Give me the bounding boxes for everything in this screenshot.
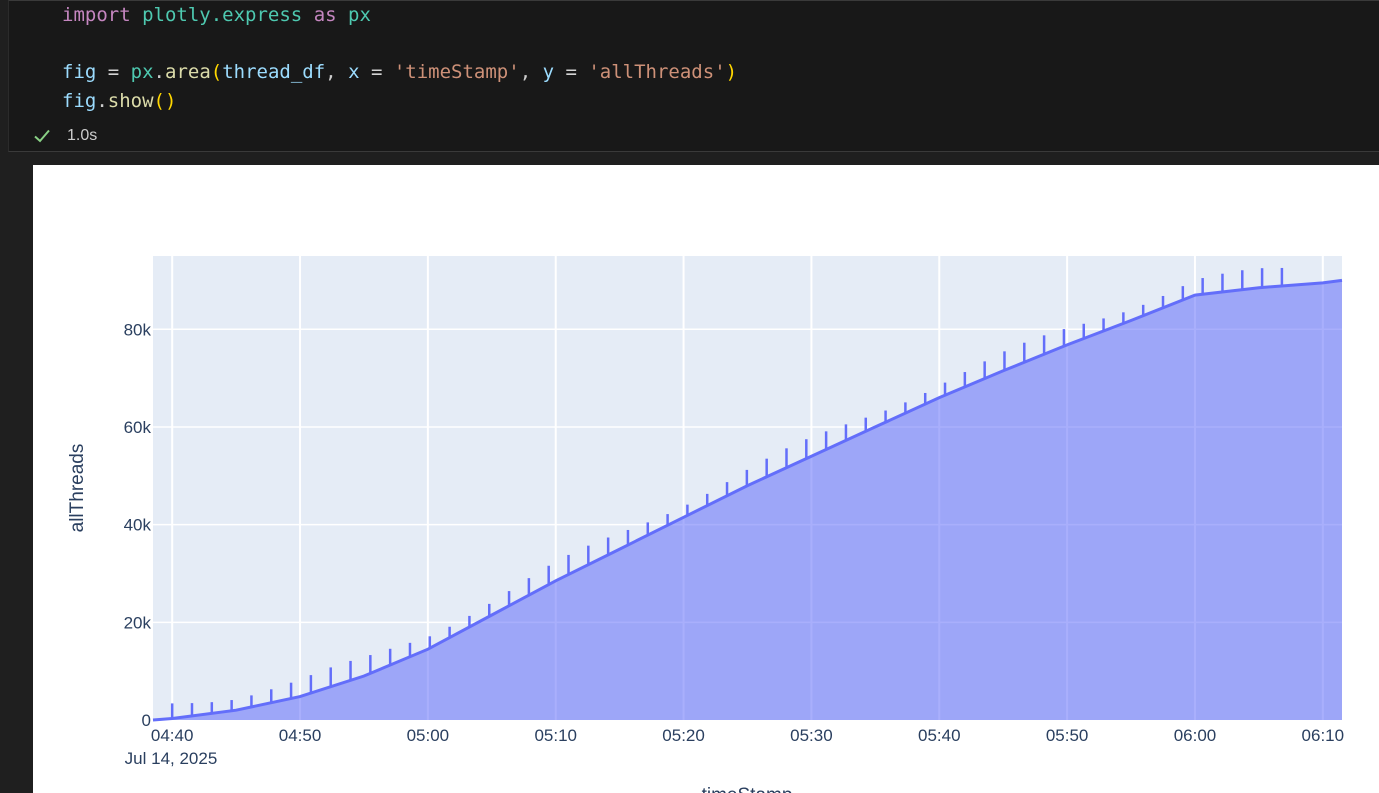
code-line-3[interactable]: fig.show() — [62, 90, 177, 112]
keyword-as: as — [313, 4, 337, 26]
gutter-marker — [0, 20, 3, 30]
y-tick-label: 0 — [142, 711, 151, 730]
y-tick-labels: 0 20k 40k 60k 80k — [124, 320, 152, 730]
spikes-group — [170, 267, 1284, 719]
function-area: area — [165, 61, 211, 83]
code-cell[interactable]: import plotly.express as px fig = px.are… — [8, 0, 1379, 152]
execution-time: 1.0s — [67, 127, 98, 144]
x-axis-title: timeStamp — [702, 785, 793, 793]
area-chart[interactable]: 04:40 04:50 05:00 05:10 05:20 05:30 05:40 05:50… — [33, 165, 1379, 793]
module-name: plotly.express — [142, 4, 303, 26]
module-ref: px — [130, 61, 154, 83]
string-x: 'timeStamp' — [393, 61, 520, 83]
arg-dataframe: thread_df — [222, 61, 326, 83]
function-show: show — [107, 90, 154, 112]
x-tick-label: 05:00 — [407, 726, 450, 745]
keyword-import: import — [62, 4, 131, 26]
module-alias: px — [348, 4, 371, 26]
y-tick-label: 40k — [124, 516, 152, 535]
y-axis-title: allThreads — [67, 444, 88, 533]
x-tick-label: 06:10 — [1302, 726, 1345, 745]
left-gutter — [0, 0, 8, 793]
x-tick-labels: 04:40 04:50 05:00 05:10 05:20 05:30 05:40 05:50… — [151, 726, 1344, 745]
kwarg-x: x — [348, 61, 360, 83]
y-tick-label: 20k — [124, 613, 152, 632]
execution-status: 1.0s — [33, 125, 97, 147]
assign-op: = — [96, 61, 131, 83]
code-line-2[interactable]: fig = px.area(thread_df, x = 'timeStamp'… — [62, 61, 738, 83]
variable-fig-2: fig — [62, 90, 97, 112]
kwarg-y: y — [542, 61, 555, 83]
x-tick-label: 05:20 — [662, 726, 705, 745]
variable-fig: fig — [62, 61, 97, 83]
x-tick-label: 05:50 — [1046, 726, 1089, 745]
y-tick-label: 80k — [124, 320, 152, 339]
x-tick-label: 05:10 — [534, 726, 577, 745]
x-tick-label: 04:40 — [151, 726, 194, 745]
string-y: 'allThreads' — [588, 61, 726, 83]
check-icon — [34, 129, 50, 143]
area-fill — [153, 280, 1342, 720]
x-date-label: Jul 14, 2025 — [125, 749, 218, 768]
x-tick-label: 05:30 — [790, 726, 833, 745]
y-tick-label: 60k — [124, 418, 152, 437]
x-tick-label: 05:40 — [918, 726, 961, 745]
output-area: 04:40 04:50 05:00 05:10 05:20 05:30 05:40 05:50… — [33, 165, 1379, 793]
x-tick-label: 06:00 — [1174, 726, 1217, 745]
code-line-1[interactable]: import plotly.express as px — [62, 4, 371, 26]
x-tick-label: 04:50 — [279, 726, 322, 745]
